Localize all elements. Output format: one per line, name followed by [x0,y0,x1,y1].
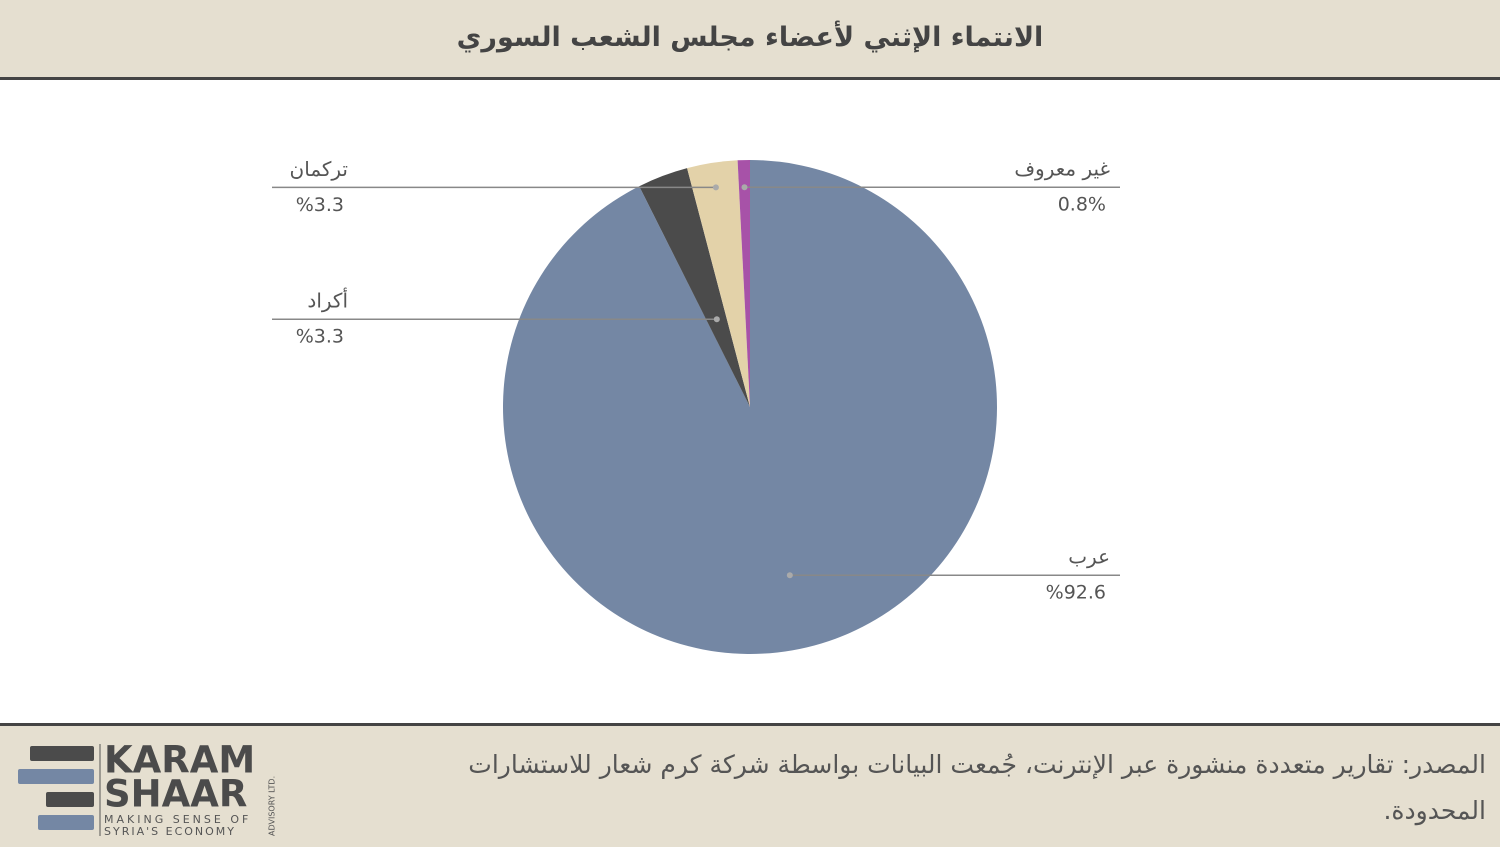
slice-label: غير معروف [1014,157,1110,181]
pie-slice [503,160,998,654]
value-label: %3.3 [296,326,344,348]
slice-label: أكراد [307,288,348,313]
leader-dot [713,316,720,323]
pie-slice [639,168,750,407]
chart: عرب %92.6 أكراد %3.3 تركمان %3.3 غير معروف 0.8% [272,157,1120,654]
logo-text: SHAAR [104,773,247,816]
logo-bar [46,792,94,807]
leader-dot [712,184,719,191]
header: الانتماء الإثني لأعضاء مجلس الشعب السوري [0,0,1500,80]
logo-tagline: MAKING SENSE OF [104,813,251,826]
logo-text: KARAM [104,739,255,782]
value-label: %92.6 [1046,582,1106,604]
logo-side: ADVISORY LTD. [268,776,277,836]
logo-bar [38,815,94,830]
footer: KARAM SHAAR MAKING SENSE OF SYRIA'S ECON… [0,723,1500,847]
slice-label: عرب [1068,545,1110,569]
leader-dot [786,572,793,579]
slice-label: تركمان [290,157,348,181]
leader-dot [741,184,748,191]
value-label: %3.3 [296,194,344,216]
logo: KARAM SHAAR MAKING SENSE OF SYRIA'S ECON… [18,739,277,838]
source-note: المصدر: تقارير متعددة منشورة عبر الإنترن… [468,750,1486,825]
logo-bar [18,769,94,784]
value-label: 0.8% [1058,194,1106,216]
logo-bar [30,746,94,761]
logo-tagline: SYRIA'S ECONOMY [104,825,236,838]
chart-title: الانتماء الإثني لأعضاء مجلس الشعب السوري [456,22,1044,53]
pie-slice [687,160,750,407]
pie-slice [737,160,750,407]
